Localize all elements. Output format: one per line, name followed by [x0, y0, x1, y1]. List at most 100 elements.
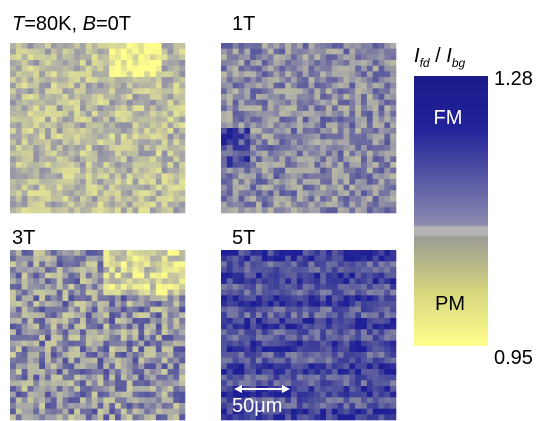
- map-pixel: [45, 290, 51, 296]
- map-pixel: [162, 139, 168, 145]
- map-pixel: [244, 66, 250, 72]
- map-pixel: [150, 295, 156, 301]
- map-pixel: [150, 185, 156, 191]
- map-pixel: [109, 139, 115, 145]
- map-pixel: [390, 358, 396, 364]
- map-pixel: [22, 335, 28, 341]
- map-pixel: [373, 179, 379, 185]
- map-pixel: [297, 273, 303, 279]
- map-pixel: [291, 105, 297, 111]
- map-pixel: [285, 88, 291, 94]
- map-pixel: [133, 173, 139, 179]
- map-pixel: [22, 295, 28, 301]
- map-pixel: [390, 324, 396, 330]
- map-pixel: [303, 341, 309, 347]
- map-pixel: [239, 256, 245, 262]
- map-pixel: [320, 267, 326, 273]
- map-pixel: [28, 318, 34, 324]
- map-pixel: [314, 273, 320, 279]
- map-pixel: [326, 301, 332, 307]
- map-pixel: [133, 346, 139, 352]
- map-pixel: [51, 375, 57, 381]
- map-pixel: [250, 66, 256, 72]
- map-pixel: [10, 403, 16, 409]
- map-pixel: [355, 173, 361, 179]
- map-pixel: [314, 380, 320, 386]
- map-pixel: [367, 380, 373, 386]
- map-pixel: [244, 324, 250, 330]
- map-pixel: [144, 94, 150, 100]
- map-pixel: [103, 139, 109, 145]
- map-pixel: [16, 318, 22, 324]
- map-pixel: [338, 111, 344, 117]
- map-pixel: [33, 105, 39, 111]
- map-pixel: [39, 414, 45, 420]
- map-pixel: [361, 83, 367, 89]
- map-pixel: [39, 173, 45, 179]
- map-pixel: [332, 295, 338, 301]
- map-pixel: [344, 173, 350, 179]
- map-pixel: [303, 290, 309, 296]
- map-pixel: [384, 301, 390, 307]
- map-pixel: [367, 352, 373, 358]
- map-pixel: [239, 77, 245, 83]
- map-pixel: [28, 207, 34, 213]
- panel-title: 1T: [232, 13, 255, 35]
- map-pixel: [150, 207, 156, 213]
- map-pixel: [338, 329, 344, 335]
- map-pixel: [256, 122, 262, 128]
- map-pixel: [115, 117, 121, 123]
- map-pixel: [291, 397, 297, 403]
- map-pixel: [279, 312, 285, 318]
- map-pixel: [361, 256, 367, 262]
- map-pixel: [262, 173, 268, 179]
- map-pixel: [309, 156, 315, 162]
- map-pixel: [367, 409, 373, 415]
- map-pixel: [68, 414, 74, 420]
- map-pixel: [33, 122, 39, 128]
- map-pixel: [179, 54, 185, 60]
- map-pixel: [33, 162, 39, 168]
- map-pixel: [256, 278, 262, 284]
- map-pixel: [250, 43, 256, 49]
- map-pixel: [86, 100, 92, 106]
- map-pixel: [390, 341, 396, 347]
- map-pixel: [80, 307, 86, 313]
- map-pixel: [274, 145, 280, 151]
- map-pixel: [338, 256, 344, 262]
- map-pixel: [168, 318, 174, 324]
- map-pixel: [297, 261, 303, 267]
- map-pixel: [344, 341, 350, 347]
- map-pixel: [320, 290, 326, 296]
- map-pixel: [156, 77, 162, 83]
- map-pixel: [33, 128, 39, 134]
- map-pixel: [103, 145, 109, 151]
- map-pixel: [250, 49, 256, 55]
- map-pixel: [156, 190, 162, 196]
- map-pixel: [355, 250, 361, 256]
- map-pixel: [121, 54, 127, 60]
- map-pixel: [22, 88, 28, 94]
- map-pixel: [51, 273, 57, 279]
- map-pixel: [227, 162, 233, 168]
- map-pixel: [109, 122, 115, 128]
- map-pixel: [344, 60, 350, 66]
- map-pixel: [239, 173, 245, 179]
- map-pixel: [297, 190, 303, 196]
- map-pixel: [150, 267, 156, 273]
- map-pixel: [57, 190, 63, 196]
- map-pixel: [250, 77, 256, 83]
- map-pixel: [332, 88, 338, 94]
- map-pixel: [349, 290, 355, 296]
- map-pixel: [98, 375, 104, 381]
- map-pixel: [179, 267, 185, 273]
- map-pixel: [244, 202, 250, 208]
- map-pixel: [150, 312, 156, 318]
- map-pixel: [239, 105, 245, 111]
- map-pixel: [279, 318, 285, 324]
- map-pixel: [320, 250, 326, 256]
- map-pixel: [86, 139, 92, 145]
- map-pixel: [22, 66, 28, 72]
- map-pixel: [227, 295, 233, 301]
- map-pixel: [338, 273, 344, 279]
